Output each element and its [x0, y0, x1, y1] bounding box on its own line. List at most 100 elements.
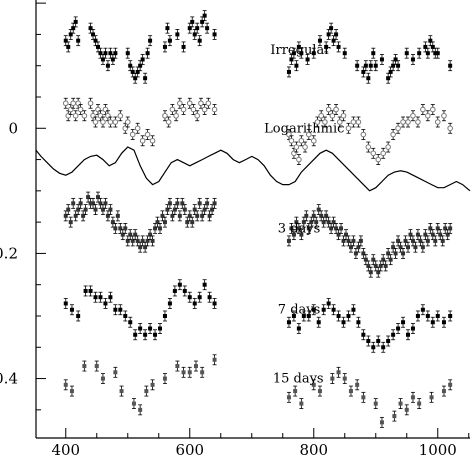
x-tick-label: 600 [175, 441, 204, 459]
marker [194, 112, 200, 119]
marker [330, 376, 335, 381]
3-days-point [326, 216, 331, 228]
irregular-point [162, 41, 167, 53]
marker [355, 63, 360, 68]
marker [425, 313, 430, 318]
3-days-point [403, 235, 408, 247]
marker [135, 69, 140, 74]
logarithmic-point [107, 116, 114, 128]
marker [130, 69, 135, 74]
logarithmic-point [105, 110, 111, 122]
3-days-point [170, 210, 175, 222]
3-days-point [108, 204, 113, 216]
7-days-point [306, 310, 311, 322]
7-days-point [69, 304, 74, 316]
marker [139, 137, 146, 144]
marker [167, 38, 172, 43]
7-days-point [441, 316, 446, 328]
marker [190, 19, 195, 24]
marker [428, 38, 433, 43]
label-15-days: 15 days [273, 372, 324, 387]
marker [348, 245, 353, 250]
marker [299, 232, 304, 237]
marker [133, 232, 138, 237]
7-days-point [197, 291, 202, 303]
axes [35, 0, 470, 439]
irregular-point [148, 35, 153, 47]
marker [158, 326, 162, 331]
3-days-point [180, 197, 185, 209]
marker [62, 100, 69, 107]
marker [393, 57, 398, 62]
7-days-point [138, 323, 143, 334]
marker [341, 238, 346, 243]
marker [293, 144, 300, 150]
3-days-point [438, 229, 443, 241]
marker [329, 112, 336, 119]
3-days-point [314, 216, 319, 228]
marker [311, 51, 316, 56]
marker [162, 313, 167, 318]
7-days-point [341, 316, 346, 328]
marker [363, 257, 368, 262]
marker [155, 220, 160, 225]
marker [63, 213, 68, 218]
marker [143, 76, 148, 81]
3-days-point [316, 204, 321, 216]
marker [286, 395, 291, 400]
7-days-point [212, 298, 217, 309]
logarithmic-point [430, 104, 436, 115]
3-days-point [418, 235, 423, 247]
15-days-point [138, 404, 143, 416]
marker [334, 226, 339, 231]
marker [143, 245, 148, 250]
series-annotations: Irregular Logarithmic 3 days 7 days 15 days [264, 43, 344, 387]
marker [153, 226, 158, 231]
irregular-point [66, 41, 71, 53]
3-days-point [334, 222, 339, 234]
15-days-point [69, 385, 74, 397]
marker [73, 213, 78, 218]
3-days-point [93, 204, 98, 216]
marker [321, 220, 326, 225]
marker [88, 201, 93, 206]
7-days-point [207, 291, 212, 303]
marker [376, 339, 381, 344]
marker [311, 382, 316, 387]
marker [366, 339, 371, 344]
label-irregular: Irregular [270, 43, 331, 58]
7-days-point [108, 291, 113, 303]
3-days-point [430, 229, 435, 241]
marker [150, 382, 155, 387]
marker [373, 401, 378, 406]
7-days-point [192, 298, 197, 309]
logarithmic-point [92, 116, 99, 128]
3-days-point [91, 197, 96, 209]
marker [93, 38, 98, 43]
15-days-point [150, 379, 155, 391]
marker [63, 382, 68, 387]
3-days-point [443, 222, 448, 234]
y-tick-label: 0.4 [0, 370, 18, 388]
line-layer [35, 146, 471, 192]
marker [380, 150, 387, 157]
marker [198, 100, 204, 107]
marker [167, 301, 172, 306]
7-days-point [346, 310, 351, 322]
marker [125, 238, 130, 243]
3-days-point [76, 204, 81, 216]
irregular-point [212, 29, 217, 40]
3-days-point [363, 254, 368, 266]
marker [373, 63, 378, 68]
marker [408, 232, 413, 237]
marker [167, 201, 172, 206]
marker [401, 251, 406, 256]
marker [433, 51, 438, 56]
marker [113, 226, 118, 231]
marker [321, 307, 326, 312]
irregular-point [93, 35, 98, 47]
marker [415, 232, 420, 237]
marker [291, 313, 296, 318]
irregular-point [98, 47, 103, 59]
7-days-point [83, 285, 88, 297]
